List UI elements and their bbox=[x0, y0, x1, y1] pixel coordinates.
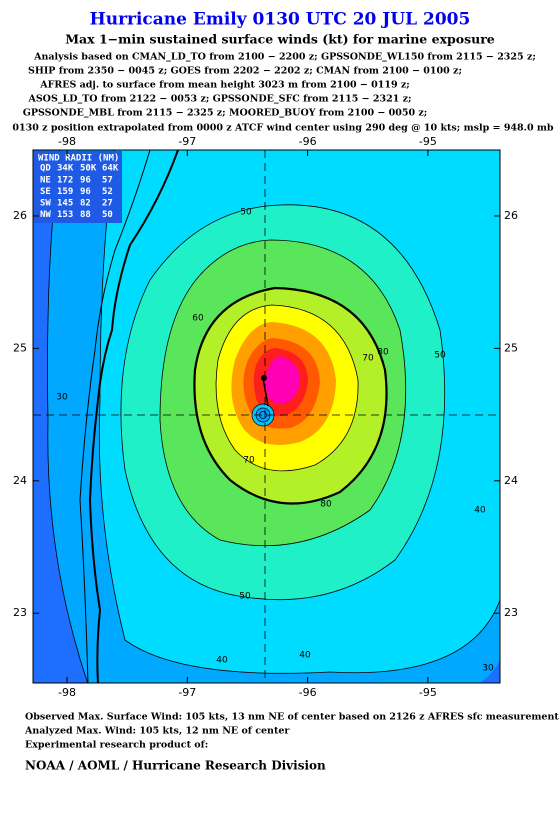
info-line: SHIP from 2350 − 0045 z; GOES from 2202 … bbox=[28, 66, 462, 77]
footer-org: NOAA / AOML / Hurricane Research Divisio… bbox=[25, 759, 326, 773]
info-line: GPSSONDE_MBL from 2115 − 2325 z; MOORED_… bbox=[23, 108, 428, 119]
lon-label: -97 bbox=[178, 135, 196, 148]
radii-cell: 159 bbox=[57, 187, 73, 197]
radii-cell: 153 bbox=[57, 210, 73, 220]
lon-label: -95 bbox=[419, 686, 437, 699]
footer-line: Observed Max. Surface Wind: 105 kts, 13 … bbox=[25, 712, 559, 723]
radii-header: 64K bbox=[102, 164, 119, 174]
lat-label: 24 bbox=[13, 474, 27, 487]
contour-label: 50 bbox=[240, 208, 252, 218]
title: Hurricane Emily 0130 UTC 20 JUL 2005 bbox=[90, 10, 471, 30]
lon-label: -97 bbox=[178, 686, 196, 699]
contour-label: 30 bbox=[482, 664, 494, 674]
lat-label: 25 bbox=[504, 341, 518, 354]
contour-label: 70 bbox=[362, 354, 374, 364]
wind-radii-table: WIND RADII (NM)QD 34K 50K 64K NE 172 96 57 SE 159… bbox=[38, 154, 119, 221]
radii-cell: 96 bbox=[80, 187, 91, 197]
radii-cell: 172 bbox=[57, 176, 73, 186]
radii-header: 50K bbox=[80, 164, 97, 174]
radii-cell: 82 bbox=[80, 199, 91, 209]
contour-label: 80 bbox=[377, 348, 389, 358]
lat-label: 26 bbox=[13, 209, 27, 222]
lon-label: -98 bbox=[58, 686, 76, 699]
map-frame bbox=[32, 149, 501, 684]
lon-label: -95 bbox=[419, 135, 437, 148]
lat-label: 24 bbox=[504, 474, 518, 487]
radii-cell: 57 bbox=[102, 176, 113, 186]
radii-cell: SW bbox=[40, 199, 51, 209]
wind-field bbox=[33, 150, 500, 683]
radii-header: QD bbox=[40, 164, 51, 174]
contour-label: 50 bbox=[239, 592, 251, 602]
radii-cell: 96 bbox=[80, 176, 91, 186]
radii-cell: 52 bbox=[102, 187, 113, 197]
radii-cell: 88 bbox=[80, 210, 91, 220]
radii-cell: NE bbox=[40, 176, 51, 186]
radii-cell: SE bbox=[40, 187, 51, 197]
contour-label: 50 bbox=[434, 351, 446, 361]
radii-cell: NW bbox=[40, 210, 51, 220]
lat-label: 25 bbox=[13, 341, 27, 354]
lat-label: 26 bbox=[504, 209, 518, 222]
lat-label: 23 bbox=[13, 606, 27, 619]
contour-label: 40 bbox=[299, 651, 311, 661]
info-line: ASOS_LD_TO from 2122 − 0053 z; GPSSONDE_… bbox=[27, 94, 411, 105]
lon-label: -98 bbox=[58, 135, 76, 148]
footer-line: Analyzed Max. Wind: 105 kts, 12 nm NE of… bbox=[24, 726, 290, 737]
info-line: 0130 z position extrapolated from 0000 z… bbox=[12, 123, 554, 134]
contour-label: 60 bbox=[192, 314, 204, 324]
radii-cell: 27 bbox=[102, 199, 113, 209]
contour-label: 70 bbox=[243, 456, 255, 466]
radii-cell: 50 bbox=[102, 210, 113, 220]
radii-title: WIND RADII (NM) bbox=[38, 154, 119, 164]
lon-label: -96 bbox=[299, 135, 317, 148]
info-line: AFRES adj. to surface from mean height 3… bbox=[39, 80, 410, 91]
contour-label: 80 bbox=[320, 500, 332, 510]
contour-label: 40 bbox=[216, 656, 228, 666]
graticule: -98 -98 -97 -97 -96 -96 -95 -95 26 26 25 25 24 24 23 23 bbox=[13, 135, 518, 699]
lon-label: -96 bbox=[299, 686, 317, 699]
footer-line: Experimental research product of: bbox=[25, 740, 208, 751]
contour-label: 30 bbox=[56, 393, 68, 403]
lat-label: 23 bbox=[504, 606, 518, 619]
info-line: Analysis based on CMAN_LD_TO from 2100 −… bbox=[33, 52, 536, 63]
subtitle: Max 1−min sustained surface winds (kt) f… bbox=[65, 32, 495, 47]
radii-header: 34K bbox=[57, 164, 74, 174]
radii-cell: 145 bbox=[57, 199, 73, 209]
contour-label: 40 bbox=[474, 506, 486, 516]
